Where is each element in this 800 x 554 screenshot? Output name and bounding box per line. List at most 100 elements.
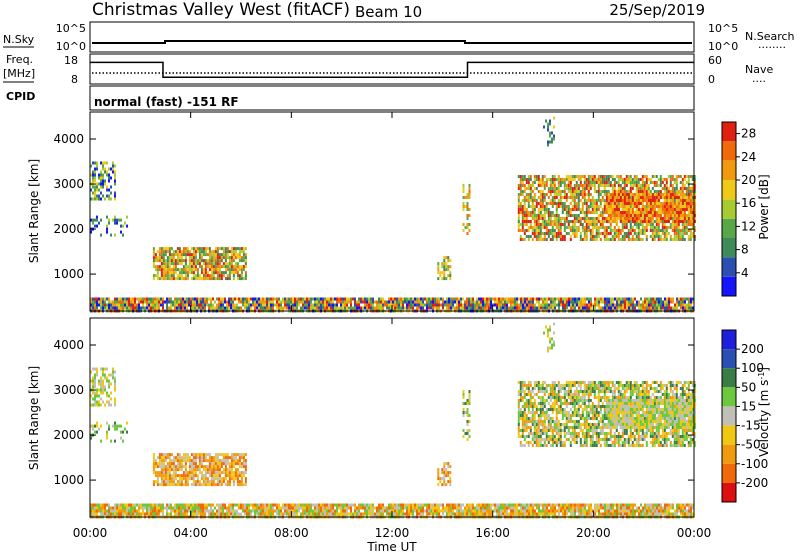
power-cell [308,306,310,310]
power-cell [681,217,684,220]
velocity-cell [96,394,98,398]
power-cell [234,247,237,251]
velocity-cell [200,462,203,466]
power-cell [649,181,652,184]
power-cell [186,303,188,307]
power-cell [685,220,688,223]
velocity-cell [106,379,108,383]
power-cell [655,229,658,232]
velocity-cell [535,438,538,441]
power-cell [236,247,239,251]
power-cell [92,179,94,183]
power-cell [607,238,610,241]
power-cell [320,303,322,307]
power-cell [631,202,634,205]
power-cell [651,202,654,205]
echo-evening-top-power [543,116,555,147]
power-cell [677,220,680,223]
power-cell [641,202,644,205]
velocity-cell [210,465,213,469]
power-cell [625,205,628,208]
power-cell [562,303,564,307]
power-cell [673,178,676,181]
power-cell [200,247,203,251]
velocity-cell [214,474,217,478]
velocity-cell [539,405,542,408]
power-cell [492,297,494,301]
power-cell [238,265,241,269]
power-cell [182,247,185,251]
power-cell [631,217,634,220]
velocity-cell [232,483,235,487]
power-cell [549,223,552,226]
power-cell [623,199,626,202]
power-cell [545,193,548,196]
power-cell [520,300,522,304]
velocity-cell [545,417,548,420]
power-cell [549,238,552,241]
power-cell [650,306,652,310]
power-cell [593,187,596,190]
nave-legend: .... [752,72,766,85]
power-cell [575,202,578,205]
velocity-cell [541,438,544,441]
power-cell [322,306,324,310]
power-cell [643,184,646,187]
power-cell [573,217,576,220]
power-cell [523,199,526,202]
power-cell [536,297,538,301]
freq-y-lo: 8 [71,73,78,86]
velocity-cell [527,441,530,444]
power-cell [586,306,588,310]
power-cell [170,256,173,260]
power-cell [653,205,656,208]
velocity-cell [92,385,94,389]
power-cell [603,220,606,223]
velocity-cell [218,465,221,469]
power-cell [230,250,233,254]
power-cell [230,265,233,269]
power-cell [623,184,626,187]
power-cell [691,208,694,211]
velocity-cell [156,465,159,469]
power-cell [308,303,310,307]
power-cell [212,268,215,272]
power-cell [585,235,588,238]
power-cell [645,178,648,181]
power-cell [623,217,626,220]
power-cell [575,226,578,229]
power-cell [204,303,206,307]
velocity-cell [541,420,544,423]
power-cell [442,303,444,307]
power-cell [194,297,196,301]
velocity-cell [228,477,231,481]
power-cell [614,303,616,307]
velocity-cell [208,465,211,469]
power-cell [138,297,140,301]
power-cell [617,199,620,202]
power-cell [222,256,225,260]
power-cell [142,303,144,307]
power-cell [578,300,580,304]
power-cell [639,193,642,196]
power-cell [571,187,574,190]
power-cell [214,271,217,275]
power-cell [688,300,690,304]
power-cell [244,253,247,257]
power-cell [220,256,223,260]
power-cell [116,303,118,307]
power-cell [687,217,690,220]
power-cell [539,205,542,208]
velocity-cell [226,483,229,487]
power-cell [238,306,240,310]
power-cell [655,205,658,208]
power-cell [222,271,225,275]
velocity-cell [523,426,526,429]
velocity-cell [553,441,556,444]
power-cell [587,193,590,196]
power-cell [673,235,676,238]
power-cell [613,232,616,235]
power-cell [338,300,340,304]
power-cell [482,303,484,307]
power-cell [552,297,554,301]
